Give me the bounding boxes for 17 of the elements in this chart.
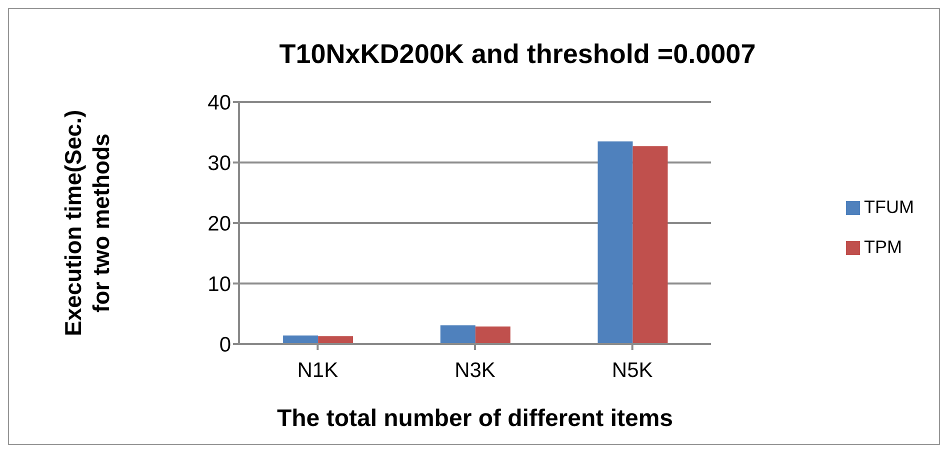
x-axis-title: The total number of different items — [276, 405, 674, 432]
y-axis-title: Execution time(Sec.) for two methods — [60, 110, 114, 336]
bar — [632, 146, 668, 344]
legend-label: TFUM — [864, 196, 914, 216]
bar — [598, 141, 633, 344]
y-tick-label: 20 — [208, 212, 231, 236]
x-tick-label: N1K — [297, 358, 338, 382]
y-tick-label: 0 — [219, 333, 231, 356]
y-tick-label: 40 — [208, 91, 231, 114]
y-tick-label: 30 — [208, 152, 231, 175]
legend-label: TPM — [864, 236, 902, 256]
chart-title: T10NxKD200K and threshold =0.0007 — [278, 39, 757, 70]
bar — [475, 326, 510, 344]
y-tick-label: 10 — [208, 272, 231, 296]
x-tick-label: N3K — [454, 358, 496, 382]
x-tick-label: N5K — [612, 358, 653, 382]
bar — [440, 325, 476, 344]
